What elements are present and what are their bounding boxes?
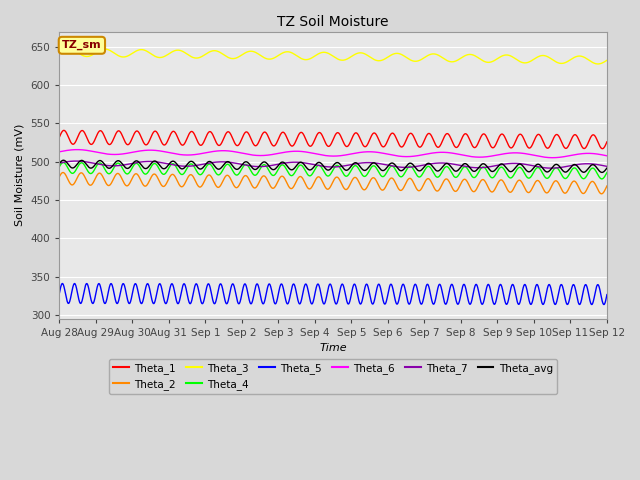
Theta_5 [118,283,126,288]
Theta_3 [266,56,273,62]
Theta_7 [72,158,80,164]
Theta_6 [603,153,611,159]
Theta_6 [593,151,600,157]
Theta_2 [59,169,67,175]
Theta_6 [150,147,158,153]
Theta_5 [150,300,158,306]
Theta_5 [289,281,297,287]
Theta_7 [593,162,600,168]
Theta_3 [65,46,72,51]
Theta_4 [593,169,600,175]
Theta_7 [266,163,273,168]
Theta_5 [534,282,541,288]
Theta_5 [266,281,273,287]
Theta_4 [598,176,605,182]
Theta_6 [534,153,541,159]
Title: TZ Soil Moisture: TZ Soil Moisture [277,15,389,29]
Theta_4 [118,165,126,170]
Theta_6 [56,149,63,155]
Theta_2 [534,178,541,183]
Theta_4 [56,164,63,169]
Theta_5 [603,292,611,298]
Line: Theta_avg: Theta_avg [60,160,607,172]
Theta_1 [118,132,126,138]
Theta_3 [593,61,600,67]
Theta_4 [534,165,541,170]
Legend: Theta_1, Theta_2, Theta_3, Theta_4, Theta_5, Theta_6, Theta_7, Theta_avg: Theta_1, Theta_2, Theta_3, Theta_4, Thet… [109,359,557,394]
Theta_avg [289,167,297,172]
Theta_6 [289,148,297,154]
Theta_2 [56,174,63,180]
Theta_1 [60,128,68,133]
Theta_4 [289,172,297,178]
Theta_2 [603,183,611,189]
Line: Theta_2: Theta_2 [60,172,607,194]
Theta_1 [593,135,600,141]
Theta_avg [598,169,606,175]
Theta_3 [118,54,126,60]
X-axis label: Time: Time [319,343,347,353]
Theta_2 [266,181,273,187]
Theta_6 [74,147,81,153]
Theta_avg [593,164,600,170]
Theta_4 [150,161,158,167]
Theta_7 [118,162,126,168]
Line: Theta_6: Theta_6 [60,150,607,158]
Theta_1 [56,134,63,140]
Theta_3 [534,54,541,60]
Theta_2 [593,183,600,189]
Theta_5 [59,281,67,287]
Theta_1 [266,137,273,143]
Theta_6 [118,151,126,157]
Text: TZ_sm: TZ_sm [62,40,102,50]
Theta_6 [266,152,273,158]
Theta_3 [594,61,602,67]
Line: Theta_1: Theta_1 [60,131,607,149]
Line: Theta_3: Theta_3 [60,48,607,64]
Theta_3 [603,58,611,63]
Line: Theta_4: Theta_4 [60,163,607,179]
Theta_7 [289,159,297,165]
Theta_avg [60,157,67,163]
Theta_7 [534,164,541,169]
Theta_4 [60,160,67,166]
Theta_avg [534,161,541,167]
Theta_3 [289,51,297,57]
Theta_4 [266,168,273,174]
Theta_avg [56,161,63,167]
Theta_3 [56,49,63,55]
Theta_2 [598,191,605,197]
Theta_2 [150,171,158,177]
Theta_4 [603,169,611,175]
Theta_2 [289,184,297,190]
Theta_1 [603,139,611,144]
Theta_1 [150,129,158,134]
Theta_1 [289,143,297,148]
Theta_7 [547,165,555,171]
Theta_2 [118,176,126,182]
Theta_avg [150,158,158,164]
Theta_avg [266,164,273,169]
Theta_avg [603,165,611,171]
Theta_5 [600,301,607,307]
Theta_5 [593,285,600,290]
Theta_1 [598,146,606,152]
Theta_7 [150,159,158,165]
Theta_3 [150,53,158,59]
Theta_avg [118,161,126,167]
Line: Theta_7: Theta_7 [60,161,607,168]
Theta_7 [603,164,611,169]
Line: Theta_5: Theta_5 [60,284,607,304]
Theta_5 [56,290,63,296]
Y-axis label: Soil Moisture (mV): Soil Moisture (mV) [15,124,25,227]
Theta_6 [548,155,556,161]
Theta_1 [534,132,541,138]
Theta_7 [56,160,63,166]
